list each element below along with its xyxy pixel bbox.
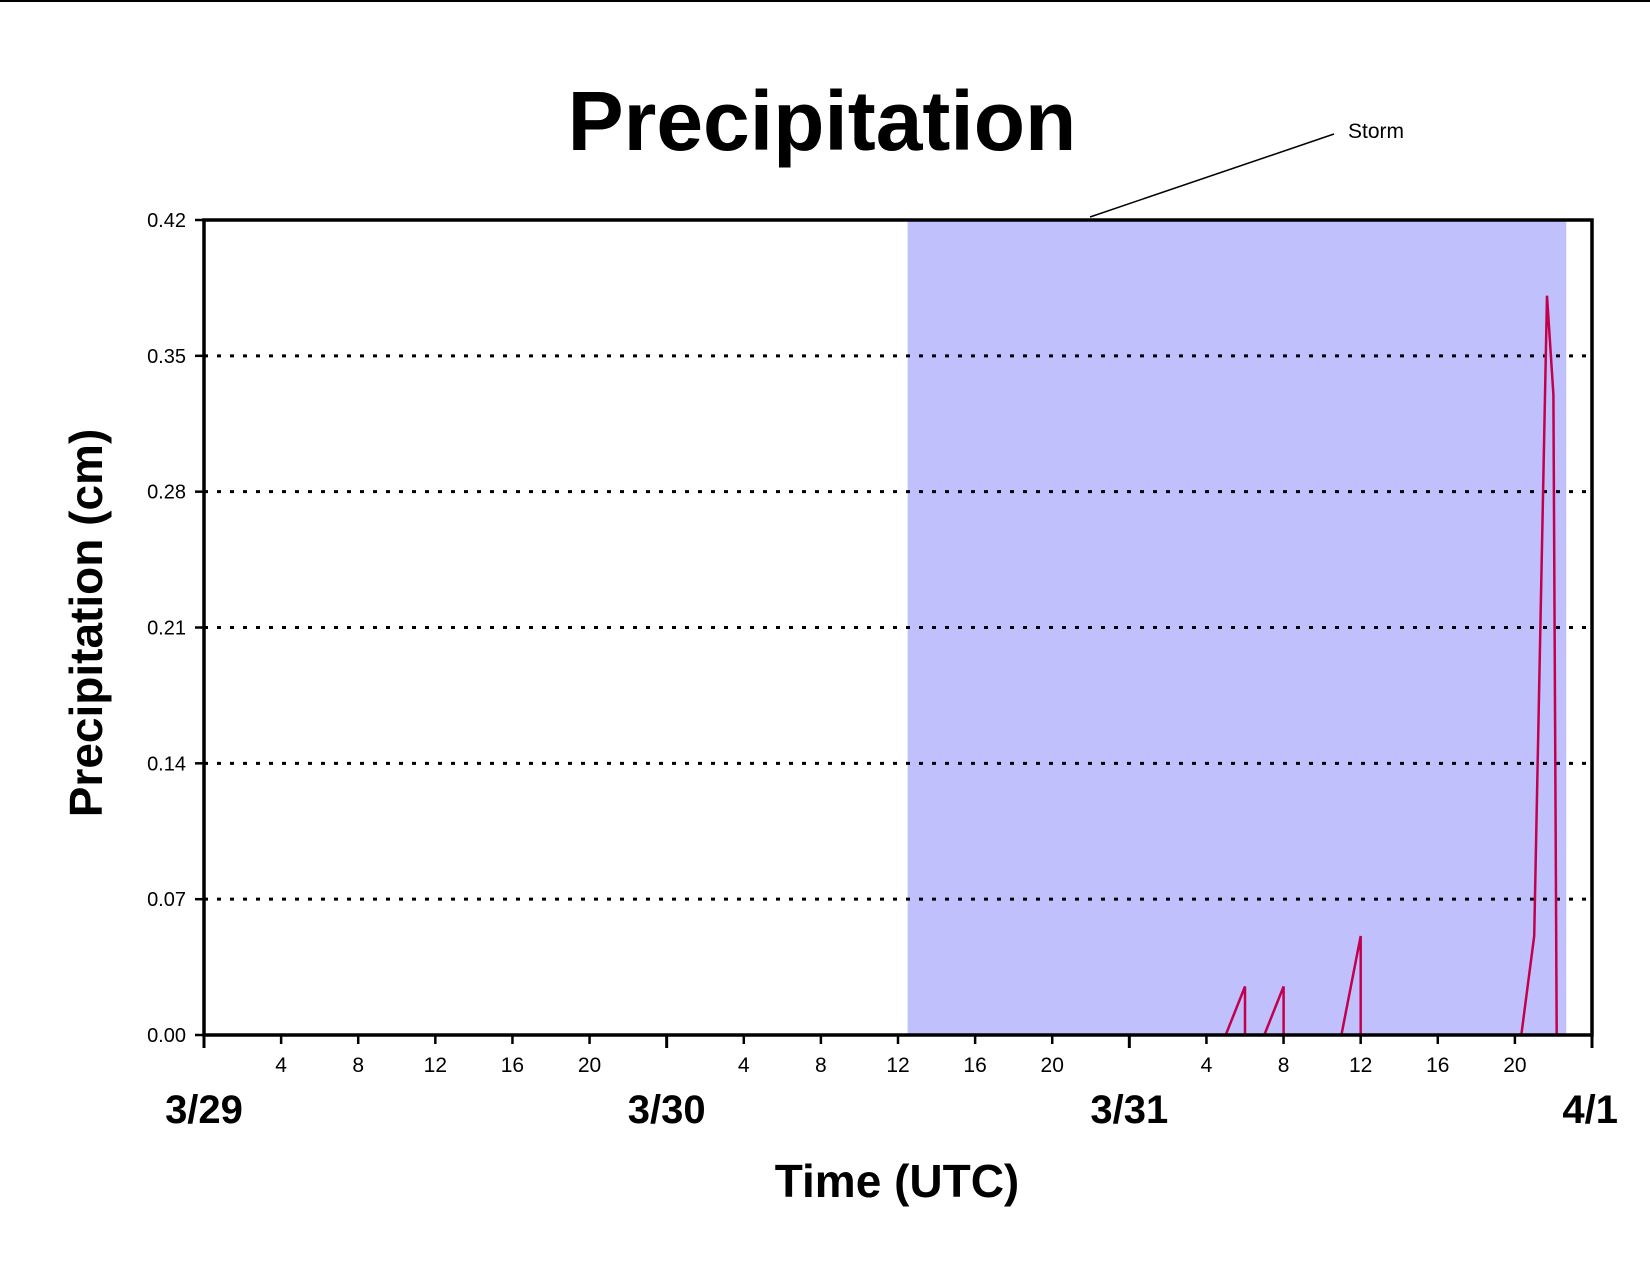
x-tick-label: 4 [275, 1054, 287, 1077]
x-tick-label: 20 [1041, 1054, 1064, 1077]
precipitation-series-line [204, 295, 1567, 1037]
storm-annotation-leader [1089, 133, 1335, 218]
day-label: 3/29 [165, 1088, 243, 1132]
x-tick-label: 4 [1201, 1054, 1213, 1077]
y-tick-label: 0.28 [147, 482, 186, 504]
day-label: 3/30 [628, 1088, 706, 1132]
x-tick-label: 4 [738, 1054, 750, 1077]
y-tick-label: 0.00 [147, 1025, 186, 1047]
top-border [0, 0, 1650, 2]
day-label: 4/1 [1562, 1088, 1618, 1132]
x-tick-label: 20 [1503, 1054, 1526, 1077]
x-tick-label: 16 [1426, 1054, 1449, 1077]
y-tick-label: 0.21 [147, 618, 186, 640]
storm-shaded-region [907, 220, 1567, 1035]
x-tick-label: 8 [1278, 1054, 1290, 1077]
x-tick-label: 16 [501, 1054, 524, 1077]
storm-annotation-label: Storm [1348, 120, 1404, 143]
x-tick-label: 12 [886, 1054, 909, 1077]
y-tick-label: 0.07 [147, 889, 186, 911]
day-label: 3/31 [1090, 1088, 1168, 1132]
y-axis-label: Precipitation (cm) [60, 429, 112, 818]
x-tick-label: 16 [963, 1054, 986, 1077]
x-tick-label: 8 [815, 1054, 827, 1077]
chart-title: Precipitation [568, 74, 1077, 168]
y-tick-label: 0.14 [147, 753, 186, 775]
x-tick-label: 20 [578, 1054, 601, 1077]
x-axis-label: Time (UTC) [775, 1155, 1020, 1207]
y-tick-label: 0.42 [147, 210, 186, 232]
x-tick-label: 8 [352, 1054, 364, 1077]
x-tick-label: 12 [1349, 1054, 1372, 1077]
x-tick-label: 12 [424, 1054, 447, 1077]
y-tick-label: 0.35 [147, 346, 186, 368]
